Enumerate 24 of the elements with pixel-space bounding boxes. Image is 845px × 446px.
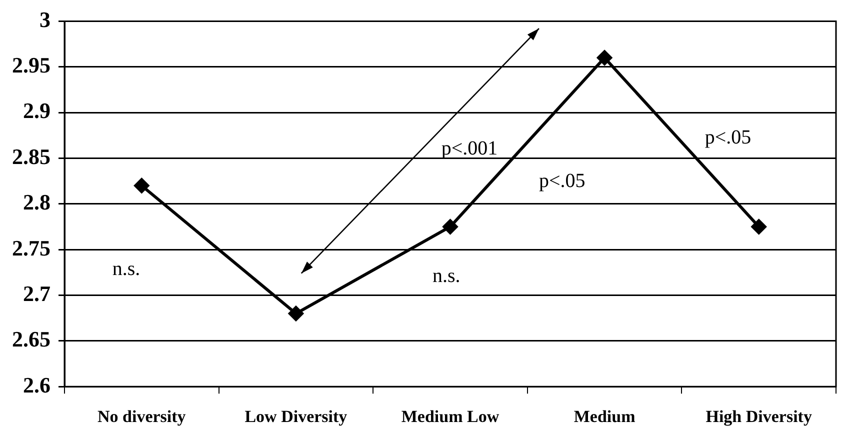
x-tick-label: Medium Low <box>401 407 500 426</box>
point <box>751 219 766 234</box>
annotation: p<.05 <box>704 126 752 148</box>
point <box>597 50 612 66</box>
y-tick-label: 2.6 <box>23 372 50 398</box>
y-tick-label: 2.75 <box>12 235 50 260</box>
x-tick-label: Low Diversity <box>244 407 348 426</box>
annotation: n.s. <box>112 258 140 280</box>
y-tick-label: 2.85 <box>12 144 50 169</box>
annotation: n.s. <box>432 265 460 288</box>
x-tick-label: Medium <box>574 407 636 426</box>
y-tick-label: 2.65 <box>12 326 50 352</box>
y-tick-label: 3 <box>40 6 50 32</box>
point <box>134 178 150 194</box>
y-tick-label: 2.8 <box>23 190 50 215</box>
annotation: p<.001 <box>441 137 498 160</box>
point <box>288 306 304 322</box>
y-tick-label: 2.7 <box>23 280 50 306</box>
y-tick-label: 2.95 <box>12 52 50 78</box>
y-tick-label: 2.9 <box>23 98 50 124</box>
annotation: p<.05 <box>538 170 586 192</box>
x-tick-label: No diversity <box>98 407 186 426</box>
x-tick-label: High Diversity <box>706 407 812 426</box>
point <box>442 219 458 234</box>
